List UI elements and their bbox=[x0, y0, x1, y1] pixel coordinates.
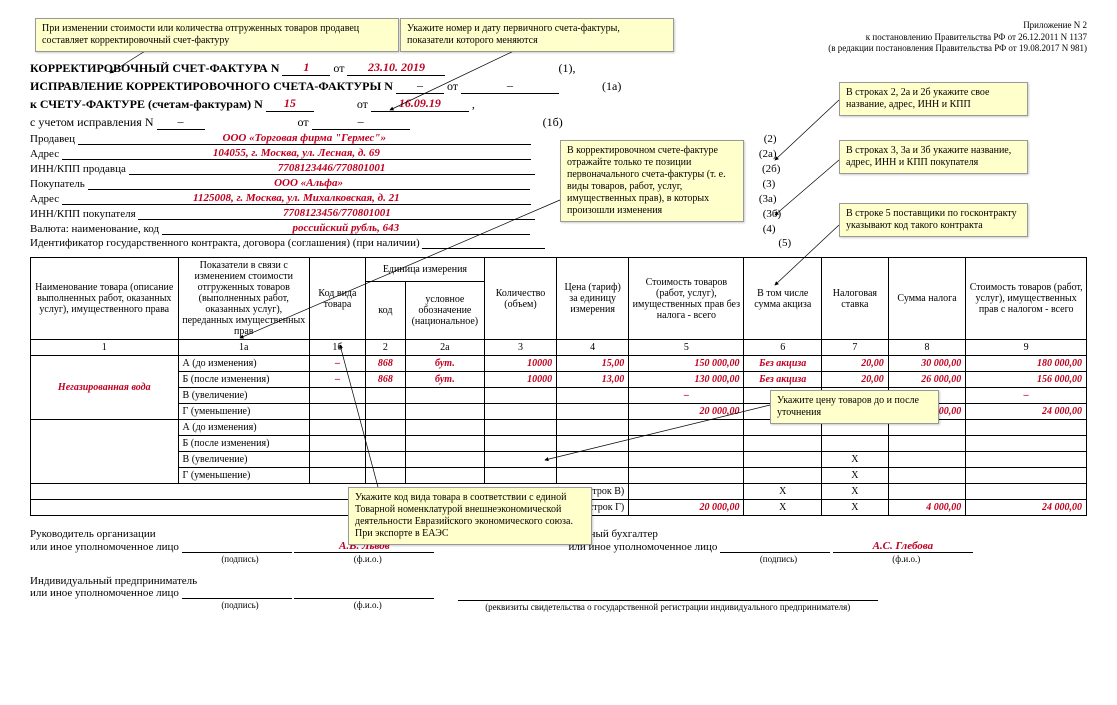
buyer-row: Покупатель ООО «Альфа» (3) bbox=[30, 177, 1087, 190]
doc-line-4: с учетом исправления N – от – (1б) bbox=[30, 114, 1087, 130]
table-row: В (увеличение) X bbox=[31, 452, 1087, 468]
sig-ip-label: Индивидуальный предприниматель bbox=[30, 575, 438, 587]
main-table: Наименование товара (описание выполненны… bbox=[30, 257, 1087, 516]
callout-4: В строках 3, 3а и 3б укажите название, а… bbox=[839, 140, 1028, 174]
sig-acct-name: А.С. Глебова bbox=[833, 540, 973, 553]
callout-7: Укажите цену товаров до и после уточнени… bbox=[770, 390, 939, 424]
legal-header: Приложение N 2 к постановлению Правитель… bbox=[828, 20, 1087, 55]
legal-line3: (в редакции постановления Правительства … bbox=[828, 43, 1087, 55]
callout-2: Укажите номер и дату первичного счета-фа… bbox=[400, 18, 674, 52]
sig-acct-label: Главный бухгалтер bbox=[569, 528, 1088, 540]
callout-8: Укажите код вида товара в соответствии с… bbox=[348, 487, 592, 545]
doc-line-1: КОРРЕКТИРОВОЧНЫЙ СЧЕТ-ФАКТУРА N 1 от 23.… bbox=[30, 60, 1087, 76]
table-row: Г (уменьшение) X bbox=[31, 468, 1087, 484]
table-row: Б (после изменения) – 868 бут. 10000 13,… bbox=[31, 372, 1087, 388]
legal-line2: к постановлению Правительства РФ от 26.1… bbox=[828, 32, 1087, 44]
contract-row: Идентификатор государственного контракта… bbox=[30, 237, 1087, 249]
legal-line1: Приложение N 2 bbox=[828, 20, 1087, 32]
callout-6: В корректировочном счете-фактуре отражай… bbox=[560, 140, 744, 222]
callout-3: В строках 2, 2а и 2б укажите свое назван… bbox=[839, 82, 1028, 116]
table-row: Негазированная вода А (до изменения) – 8… bbox=[31, 356, 1087, 372]
callout-1: При изменении стоимости или количества о… bbox=[35, 18, 399, 52]
callout-5: В строке 5 поставщики по госконтракту ук… bbox=[839, 203, 1028, 237]
table-row: Б (после изменения) bbox=[31, 436, 1087, 452]
